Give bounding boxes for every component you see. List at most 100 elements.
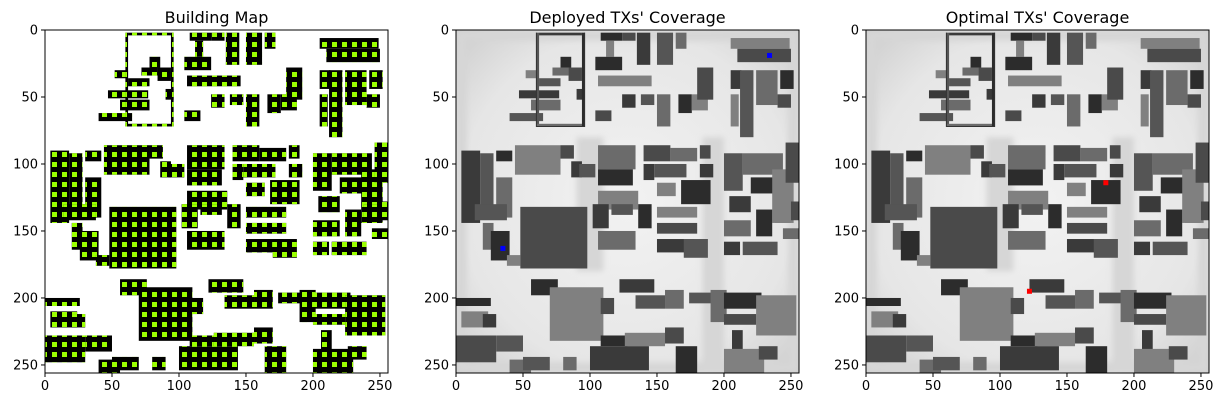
building: [866, 297, 901, 307]
building: [635, 295, 666, 309]
candidate-points: [187, 169, 222, 186]
candidate-points: [125, 32, 129, 127]
building: [946, 32, 950, 127]
candidate-points: [187, 230, 225, 250]
building: [622, 94, 636, 108]
building: [1010, 335, 1038, 347]
candidate-points: [224, 295, 255, 309]
x-tick-label: 50: [104, 379, 121, 394]
building: [710, 289, 727, 323]
y-tick-label: 100: [424, 157, 449, 172]
building: [1140, 94, 1149, 127]
candidate-points: [329, 70, 343, 138]
candidate-points: [270, 180, 300, 205]
candidate-points: [319, 94, 328, 127]
candidate-points: [259, 147, 287, 162]
candidate-points: [189, 297, 204, 315]
building: [490, 230, 510, 261]
candidate-points: [189, 335, 217, 347]
building: [916, 255, 931, 266]
candidate-points: [243, 163, 276, 178]
candidate-points: [45, 297, 80, 307]
building: [509, 113, 544, 122]
candidate-points: [141, 67, 158, 76]
building: [560, 56, 572, 68]
candidate-points: [45, 335, 86, 363]
y-tick-label: 0: [30, 24, 38, 39]
candidate-points: [363, 204, 380, 223]
building: [1192, 228, 1209, 240]
building: [1150, 70, 1164, 138]
building: [1140, 70, 1152, 89]
candidate-points: [319, 38, 379, 49]
x-tick-label: 150: [645, 379, 670, 394]
building: [1140, 38, 1200, 49]
building: [1066, 206, 1108, 218]
candidate-points: [326, 48, 380, 63]
building: [1195, 142, 1209, 183]
candidate-points: [339, 177, 364, 194]
building: [576, 88, 585, 100]
candidate-points: [165, 88, 174, 100]
building: [730, 94, 739, 127]
x-tick-label: 150: [1055, 379, 1080, 394]
candidate-points: [109, 206, 177, 269]
building: [474, 204, 507, 221]
building: [782, 228, 799, 240]
y-tick-label: 50: [432, 90, 449, 105]
building: [552, 67, 569, 76]
candidate-points: [149, 56, 161, 68]
building: [1166, 295, 1207, 336]
building: [681, 180, 711, 205]
candidate-points: [278, 292, 311, 304]
building: [1008, 230, 1046, 250]
building: [1109, 145, 1121, 159]
axes-frame: [865, 29, 1210, 374]
building: [1085, 32, 1097, 49]
candidate-points: [345, 209, 362, 237]
building: [774, 204, 791, 223]
building: [600, 297, 615, 315]
building: [723, 220, 751, 237]
building: [606, 40, 615, 57]
x-tick-label: 0: [41, 379, 49, 394]
candidate-points: [85, 150, 102, 162]
building: [480, 153, 494, 218]
building: [1133, 292, 1172, 309]
building: [962, 67, 979, 76]
candidate-points: [288, 163, 303, 178]
building: [1190, 70, 1204, 89]
candidate-points: [366, 94, 380, 108]
building: [780, 70, 794, 89]
building: [1147, 48, 1201, 63]
candidate-points: [184, 56, 212, 71]
building: [723, 292, 762, 309]
building: [1008, 169, 1043, 186]
y-tick-label: 150: [424, 224, 449, 239]
candidate-points: [149, 145, 163, 159]
building: [1066, 222, 1108, 234]
x-tick-label: 100: [167, 379, 192, 394]
candidate-points: [369, 70, 383, 89]
heatmap-image: [866, 30, 1209, 373]
candidate-points: [71, 222, 83, 250]
x-tick-label: 50: [515, 379, 532, 394]
candidate-points: [267, 94, 281, 114]
y-tick-label: 200: [13, 291, 38, 306]
chart-title: Deployed TXs' Coverage: [529, 8, 725, 27]
building: [636, 32, 651, 65]
candidate-points: [331, 241, 367, 256]
building: [959, 287, 1014, 341]
x-tick-label: 250: [368, 379, 393, 394]
candidate-points: [211, 94, 225, 108]
building: [600, 32, 623, 41]
building: [624, 332, 666, 347]
building: [1010, 32, 1033, 41]
candidate-points: [312, 314, 346, 325]
candidate-points: [103, 145, 150, 175]
building: [941, 99, 971, 111]
candidate-points: [79, 230, 99, 261]
x-tick-label: 0: [452, 379, 460, 394]
tx-marker: [1103, 180, 1109, 186]
